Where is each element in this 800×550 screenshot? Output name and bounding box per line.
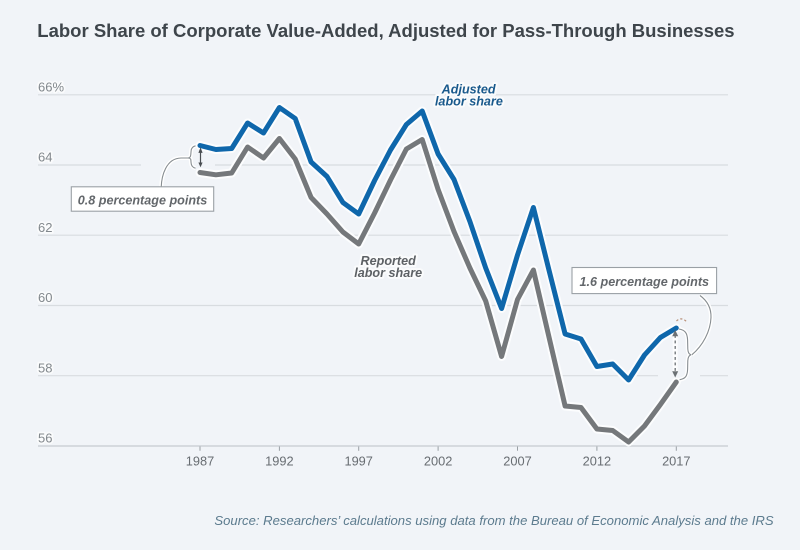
svg-text:Reported: Reported xyxy=(361,254,417,268)
svg-text:Adjusted: Adjusted xyxy=(441,83,496,97)
svg-text:58: 58 xyxy=(38,360,52,375)
svg-text:2017: 2017 xyxy=(662,454,690,469)
svg-text:1.6 percentage points: 1.6 percentage points xyxy=(580,275,709,289)
svg-text:0.8 percentage points: 0.8 percentage points xyxy=(78,193,207,207)
svg-text:1987: 1987 xyxy=(186,454,214,469)
svg-text:2012: 2012 xyxy=(583,454,611,469)
svg-text:labor share: labor share xyxy=(354,266,422,280)
svg-text:66%: 66% xyxy=(38,80,64,95)
svg-text:2007: 2007 xyxy=(503,454,531,469)
svg-text:56: 56 xyxy=(38,431,52,446)
svg-text:1992: 1992 xyxy=(265,454,293,469)
svg-text:2002: 2002 xyxy=(424,454,452,469)
svg-text:1997: 1997 xyxy=(344,454,372,469)
svg-text:labor share: labor share xyxy=(435,94,503,108)
svg-text:64: 64 xyxy=(38,150,52,165)
svg-text:62: 62 xyxy=(38,220,52,235)
svg-text:60: 60 xyxy=(38,290,52,305)
svg-text:Source: Researchers’ calculati: Source: Researchers’ calculations using … xyxy=(214,513,773,528)
svg-text:Labor Share of Corporate Value: Labor Share of Corporate Value-Added, Ad… xyxy=(37,20,734,41)
